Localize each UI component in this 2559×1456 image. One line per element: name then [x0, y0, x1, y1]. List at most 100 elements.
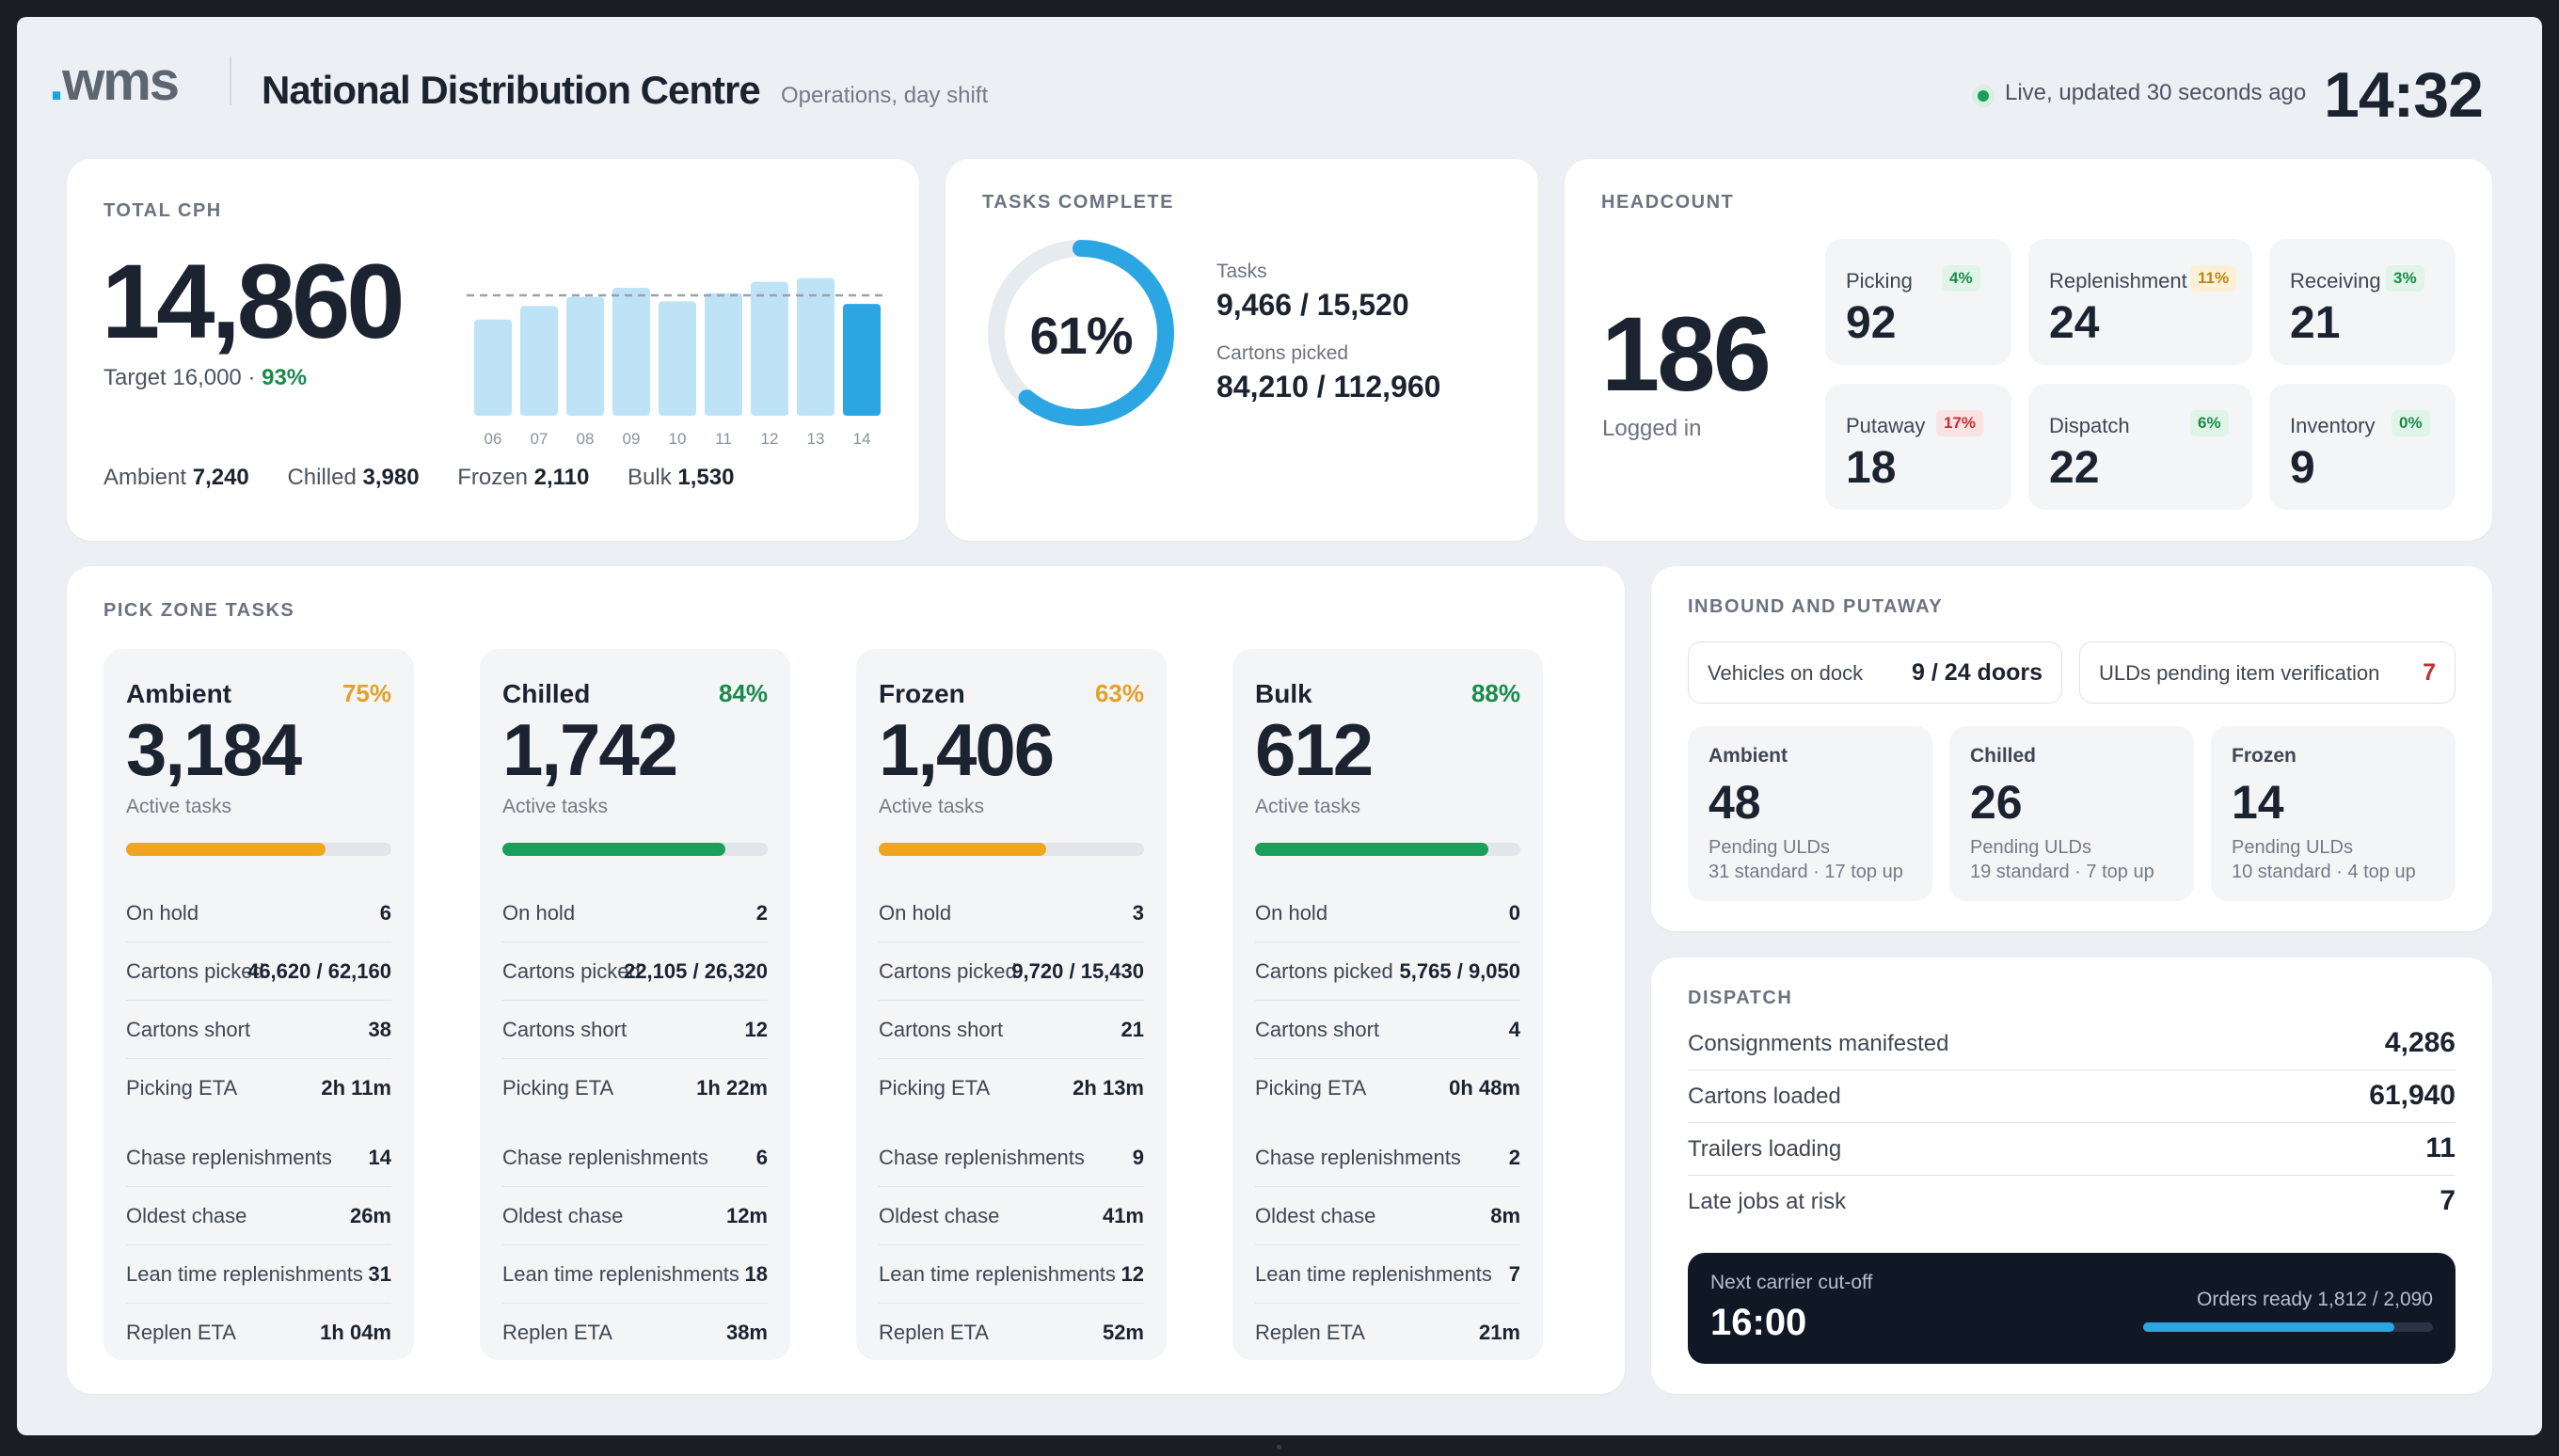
inbound-zone-chilled: Chilled 26 Pending ULDs 19 standard · 7 top… [1949, 726, 2194, 901]
role-dispatch: Dispatch 6% 22 [2028, 384, 2252, 510]
zone-metric-row: Cartons short 4 [1255, 1001, 1520, 1059]
zone-metric-row: On hold 2 [502, 884, 768, 942]
role-pct-badge: 6% [2190, 410, 2229, 436]
cph-target-pct: 93% [262, 365, 308, 390]
role-pct-badge: 4% [1942, 265, 1980, 292]
zone-metric-row: Cartons short 21 [879, 1001, 1144, 1059]
headcount-title: HEADCOUNT [1601, 192, 1735, 213]
dispatch-title: DISPATCH [1688, 988, 1793, 1008]
cph-bar-13 [797, 277, 834, 416]
zone-card-frozen: Frozen 63% 1,406 Active tasks On hold 3 Carton… [856, 649, 1167, 1360]
cph-bar-08 [566, 296, 604, 416]
cph-target: Target 16,000 · 93% [103, 365, 308, 390]
zone-name: Chilled [502, 679, 591, 708]
zone-metric-row: Chase replenishments 14 [126, 1129, 391, 1187]
inbound-zone-ambient: Ambient 48 Pending ULDs 31 standard · 17 to… [1688, 726, 1932, 901]
zone-card-chilled: Chilled 84% 1,742 Active tasks On hold 2 Carto… [480, 649, 790, 1360]
zone-metric-row: Oldest chase 8m [1255, 1187, 1520, 1245]
cph-tick-label: 12 [761, 430, 779, 448]
zone-sub-label: Active tasks [1255, 796, 1361, 817]
bezel-strip [0, 1435, 2559, 1456]
role-pct-badge: 3% [2386, 265, 2424, 292]
role-picking: Picking 4% 92 [1825, 239, 2011, 365]
zone-metric-row: Lean time replenishments 31 [126, 1245, 391, 1304]
orders-ready-text: Orders ready 1,812 / 2,090 [2197, 1289, 2433, 1310]
cutoff-label: Next carrier cut-off [1710, 1272, 1873, 1293]
donut-progress [988, 240, 1174, 426]
cartons-value: 84,210 / 112,960 [1216, 370, 1441, 404]
zone-metric-row: Lean time replenishments 7 [1255, 1245, 1520, 1304]
zone-active-tasks: 612 [1255, 708, 1374, 791]
role-pct-badge: 0% [2392, 410, 2430, 436]
zone-percent: 84% [718, 679, 768, 707]
cph-bar-07 [520, 306, 558, 416]
zone-metric-row: Lean time replenishments 12 [879, 1245, 1144, 1304]
page-title: National Distribution Centre [262, 68, 761, 112]
cph-tick-label: 08 [577, 430, 595, 448]
headcount-value: 186 [1601, 295, 1772, 413]
tasks-donut [988, 240, 1174, 426]
vehicles-on-dock: Vehicles on dock 9 / 24 doors [1688, 641, 2062, 704]
cph-bar-06 [474, 319, 512, 416]
cph-tick-label: 09 [623, 430, 641, 448]
role-pct-badge: 11% [2190, 265, 2237, 292]
pick-zone-title: PICK ZONE TASKS [103, 600, 295, 621]
tasks-percent: 61% [1029, 306, 1133, 365]
zone-metric-row: Oldest chase 12m [502, 1187, 768, 1245]
tasks-label: Tasks [1216, 261, 1267, 282]
role-putaway: Putaway 17% 18 [1825, 384, 2011, 510]
zone-percent: 63% [1094, 679, 1144, 707]
dispatch-row: Consignments manifested 4,286 [1688, 1018, 2456, 1070]
inbound-zone-frozen: Frozen 14 Pending ULDs 10 standard · 4 top … [2211, 726, 2456, 901]
cutoff-time: 16:00 [1710, 1302, 1807, 1343]
cph-tick-label: 10 [669, 430, 687, 448]
zone-metric-row: Picking ETA 2h 13m [879, 1076, 1144, 1100]
cph-tick-label: 06 [485, 430, 502, 448]
role-pct-badge: 17% [1936, 410, 1984, 436]
zone-metric-row: Chase replenishments 2 [1255, 1129, 1520, 1187]
cph-bar-14 [843, 304, 881, 416]
live-status-icon [1972, 85, 1995, 107]
zone-metric-row: Cartons picked 9,720 / 15,430 [879, 942, 1144, 1001]
zone-metric-row: Cartons picked 22,105 / 26,320 [502, 942, 768, 1001]
clock: 14:32 [2324, 59, 2484, 131]
headcount-label: Logged in [1602, 416, 1702, 441]
zone-metric-row: On hold 6 [126, 884, 391, 942]
zone-sub-label: Active tasks [126, 796, 232, 817]
zone-metric-row: Chase replenishments 6 [502, 1129, 768, 1187]
cph-breakdown: Ambient 7,240 Chilled 3,980 Frozen 2,110… [103, 465, 735, 490]
ulds-pending-verification: ULDs pending item verification 7 [2079, 641, 2456, 704]
carrier-cutoff-panel: Next carrier cut-off 16:00 Orders ready … [1688, 1253, 2456, 1364]
zone-metric-row: Replen ETA 52m [879, 1321, 1144, 1344]
zone-metric-row: Cartons short 12 [502, 1001, 768, 1059]
cph-bar-10 [659, 301, 696, 416]
zone-name: Bulk [1255, 679, 1312, 708]
cph-value: 14,860 [102, 243, 405, 360]
zone-active-tasks: 3,184 [126, 708, 302, 791]
zone-progress-bar [126, 843, 391, 856]
zone-metric-row: Picking ETA 2h 11m [126, 1076, 391, 1100]
cph-tick-label: 13 [807, 430, 825, 448]
zone-metric-row: Replen ETA 38m [502, 1321, 768, 1344]
zone-metric-row: On hold 3 [879, 884, 1144, 942]
zone-name: Ambient [126, 679, 231, 708]
zone-active-tasks: 1,742 [502, 708, 678, 791]
cph-bar-09 [612, 288, 650, 416]
zone-metric-row: Cartons picked 46,620 / 62,160 [126, 942, 391, 1001]
zone-metric-row: Picking ETA 0h 48m [1255, 1076, 1520, 1100]
cph-bar-11 [705, 293, 742, 416]
tasks-value: 9,466 / 15,520 [1216, 288, 1409, 322]
orders-ready-bar [2143, 1322, 2433, 1332]
zone-card-ambient: Ambient 75% 3,184 Active tasks On hold 6 Carto… [103, 649, 414, 1360]
tasks-title: TASKS COMPLETE [982, 192, 1174, 213]
zone-metric-row: Cartons picked 5,765 / 9,050 [1255, 942, 1520, 1001]
zone-progress-bar [879, 843, 1144, 856]
zone-card-bulk: Bulk 88% 612 Active tasks On hold 0 Cartons pi… [1232, 649, 1543, 1360]
dispatch-row: Late jobs at risk 7 [1688, 1185, 2456, 1216]
zone-metric-row: Replen ETA 1h 04m [126, 1321, 391, 1344]
zone-metric-row: Replen ETA 21m [1255, 1321, 1520, 1344]
zone-metric-row: On hold 0 [1255, 884, 1520, 942]
zone-metric-row: Oldest chase 41m [879, 1187, 1144, 1245]
zone-sub-label: Active tasks [502, 796, 609, 817]
zone-metric-row: Chase replenishments 9 [879, 1129, 1144, 1187]
